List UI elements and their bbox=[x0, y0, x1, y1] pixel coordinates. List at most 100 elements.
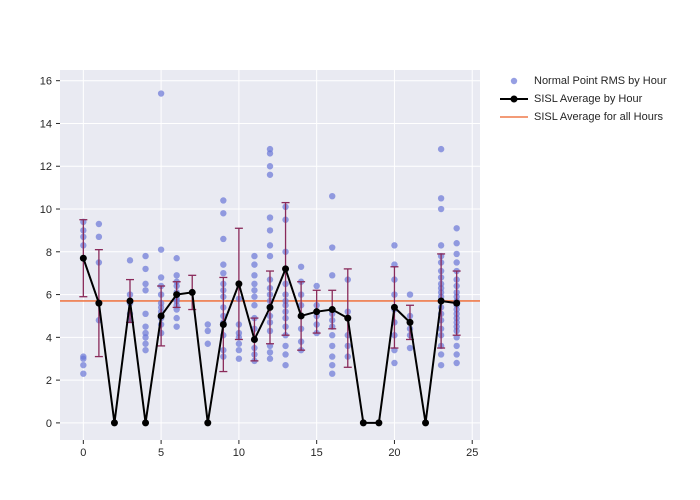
scatter-point bbox=[329, 343, 335, 349]
scatter-point bbox=[438, 195, 444, 201]
scatter-point bbox=[205, 328, 211, 334]
avg-by-hour-marker bbox=[189, 289, 196, 296]
ytick-label: 4 bbox=[46, 332, 52, 344]
avg-by-hour-marker bbox=[111, 419, 118, 426]
scatter-point bbox=[329, 353, 335, 359]
scatter-point bbox=[142, 266, 148, 272]
scatter-point bbox=[267, 356, 273, 362]
scatter-point bbox=[173, 272, 179, 278]
ytick-label: 14 bbox=[40, 118, 52, 130]
avg-by-hour-marker bbox=[267, 304, 274, 311]
xtick-label: 15 bbox=[311, 447, 323, 459]
avg-by-hour-marker bbox=[375, 419, 382, 426]
scatter-point bbox=[142, 281, 148, 287]
scatter-point bbox=[329, 370, 335, 376]
legend-item-scatter: Normal Point RMS by Hour bbox=[500, 72, 667, 90]
legend-swatch-scatter bbox=[500, 74, 528, 88]
scatter-point bbox=[142, 347, 148, 353]
legend-swatch-line bbox=[500, 110, 528, 124]
scatter-point bbox=[313, 283, 319, 289]
ytick-label: 8 bbox=[46, 247, 52, 259]
scatter-point bbox=[453, 259, 459, 265]
scatter-point bbox=[298, 264, 304, 270]
scatter-point bbox=[267, 242, 273, 248]
scatter-point bbox=[329, 362, 335, 368]
legend-swatch-line-marker bbox=[500, 92, 528, 106]
avg-by-hour-marker bbox=[235, 280, 242, 287]
scatter-point bbox=[158, 90, 164, 96]
scatter-point bbox=[251, 272, 257, 278]
xtick-label: 25 bbox=[466, 447, 478, 459]
ytick-label: 2 bbox=[46, 375, 52, 387]
scatter-point bbox=[391, 360, 397, 366]
avg-by-hour-marker bbox=[173, 291, 180, 298]
scatter-point bbox=[438, 146, 444, 152]
scatter-point bbox=[407, 345, 413, 351]
scatter-point bbox=[173, 315, 179, 321]
legend-item-avg-all: SISL Average for all Hours bbox=[500, 108, 667, 126]
scatter-point bbox=[282, 351, 288, 357]
avg-by-hour-marker bbox=[95, 300, 102, 307]
scatter-point bbox=[220, 210, 226, 216]
scatter-point bbox=[205, 321, 211, 327]
avg-by-hour-marker bbox=[204, 419, 211, 426]
xtick-label: 20 bbox=[388, 447, 400, 459]
ytick-label: 10 bbox=[40, 204, 52, 216]
avg-by-hour-marker bbox=[251, 336, 258, 343]
legend-label: SISL Average for all Hours bbox=[534, 109, 663, 126]
scatter-point bbox=[453, 251, 459, 257]
avg-by-hour-marker bbox=[407, 319, 414, 326]
scatter-point bbox=[329, 332, 335, 338]
xtick-label: 5 bbox=[158, 447, 164, 459]
scatter-point bbox=[453, 343, 459, 349]
legend: Normal Point RMS by Hour SISL Average by… bbox=[500, 72, 667, 126]
scatter-point bbox=[220, 236, 226, 242]
scatter-point bbox=[80, 362, 86, 368]
scatter-point bbox=[267, 214, 273, 220]
avg-by-hour-marker bbox=[360, 419, 367, 426]
scatter-point bbox=[236, 341, 242, 347]
ytick-label: 6 bbox=[46, 290, 52, 302]
scatter-point bbox=[267, 227, 273, 233]
scatter-point bbox=[267, 163, 273, 169]
avg-by-hour-marker bbox=[329, 306, 336, 313]
scatter-point bbox=[282, 343, 288, 349]
scatter-point bbox=[267, 349, 273, 355]
scatter-point bbox=[142, 341, 148, 347]
scatter-point bbox=[220, 261, 226, 267]
avg-by-hour-marker bbox=[391, 304, 398, 311]
avg-by-hour-marker bbox=[158, 312, 165, 319]
scatter-point bbox=[407, 291, 413, 297]
scatter-point bbox=[453, 351, 459, 357]
scatter-point bbox=[236, 347, 242, 353]
scatter-point bbox=[438, 242, 444, 248]
avg-by-hour-marker bbox=[142, 419, 149, 426]
scatter-point bbox=[251, 253, 257, 259]
avg-by-hour-marker bbox=[282, 265, 289, 272]
scatter-point bbox=[329, 272, 335, 278]
legend-label: SISL Average by Hour bbox=[534, 91, 642, 108]
scatter-point bbox=[80, 353, 86, 359]
scatter-point bbox=[438, 351, 444, 357]
scatter-point bbox=[220, 270, 226, 276]
ytick-label: 16 bbox=[40, 76, 52, 88]
ytick-label: 0 bbox=[46, 418, 52, 430]
avg-by-hour-marker bbox=[220, 321, 227, 328]
scatter-point bbox=[142, 323, 148, 329]
scatter-point bbox=[251, 261, 257, 267]
scatter-point bbox=[96, 221, 102, 227]
xtick-label: 10 bbox=[233, 447, 245, 459]
scatter-point bbox=[453, 360, 459, 366]
scatter-point bbox=[438, 206, 444, 212]
scatter-point bbox=[453, 225, 459, 231]
scatter-point bbox=[220, 197, 226, 203]
scatter-point bbox=[391, 242, 397, 248]
scatter-point bbox=[173, 255, 179, 261]
legend-item-avg-hour: SISL Average by Hour bbox=[500, 90, 667, 108]
avg-by-hour-marker bbox=[298, 312, 305, 319]
avg-by-hour-marker bbox=[438, 297, 445, 304]
scatter-point bbox=[205, 341, 211, 347]
scatter-point bbox=[158, 274, 164, 280]
scatter-point bbox=[251, 302, 257, 308]
scatter-point bbox=[80, 370, 86, 376]
